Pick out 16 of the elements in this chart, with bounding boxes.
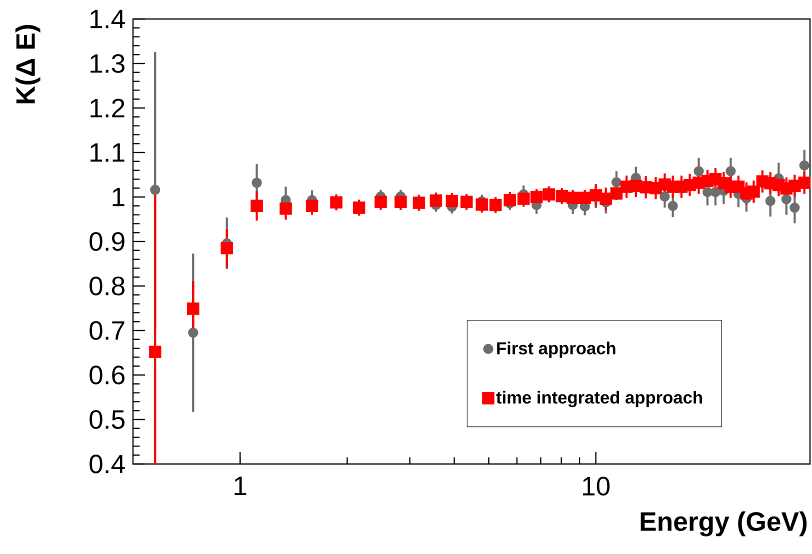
- y-tick-label: 0.6: [90, 366, 124, 384]
- x-axis-title: Energy (GeV): [640, 511, 807, 536]
- y-tick-label: 0.4: [90, 454, 125, 474]
- y-tick-label: 1.3: [90, 54, 124, 73]
- legend-label: time integrated approach: [496, 390, 702, 408]
- y-axis-title: K(Δ E): [15, 25, 40, 104]
- x-tick-label: 10: [583, 476, 610, 496]
- y-tick-label: 0.8: [90, 276, 124, 296]
- y-tick-label: 1.1: [90, 143, 124, 162]
- y-tick-label: 0.9: [90, 232, 124, 251]
- y-tick-label: 0.5: [90, 410, 125, 429]
- y-tick-label: 1.4: [90, 10, 125, 28]
- y-tick-label: 1: [112, 188, 124, 206]
- legend-label: First approach: [497, 342, 616, 358]
- y-tick-label: 1.2: [90, 98, 124, 118]
- y-tick-label: 0.7: [90, 321, 124, 340]
